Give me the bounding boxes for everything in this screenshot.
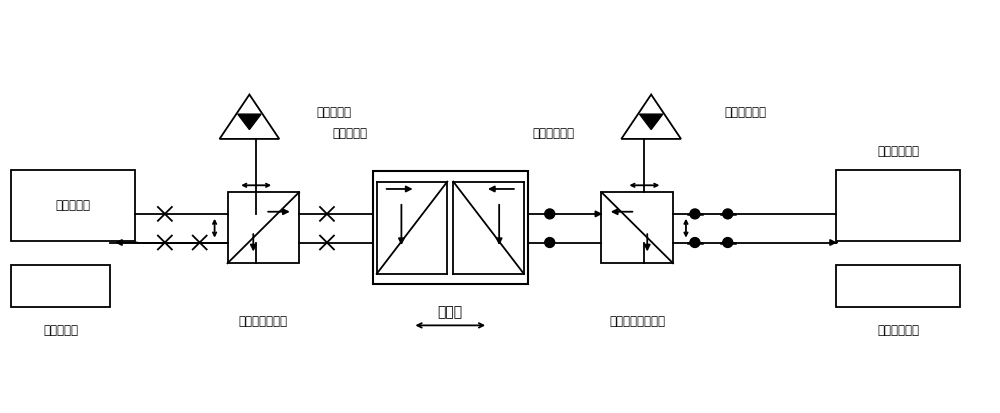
Bar — [601, 192, 673, 263]
Text: 被校准参考镜: 被校准参考镜 — [725, 106, 767, 119]
Circle shape — [690, 237, 700, 247]
Bar — [11, 265, 110, 306]
Text: 被校准测量镜: 被校准测量镜 — [533, 128, 575, 140]
Polygon shape — [640, 114, 663, 130]
Circle shape — [723, 209, 733, 219]
Text: 被校准偏振分光镜: 被校准偏振分光镜 — [609, 315, 665, 328]
Circle shape — [545, 237, 555, 247]
Bar — [373, 171, 528, 284]
Text: 运动台: 运动台 — [438, 306, 463, 320]
Text: 被校准激光器: 被校准激光器 — [877, 145, 919, 158]
Text: 标准测量镜: 标准测量镜 — [333, 128, 368, 140]
Text: 标准偏振分光镜: 标准偏振分光镜 — [239, 315, 288, 328]
Circle shape — [723, 237, 733, 247]
Text: 标准接收器: 标准接收器 — [43, 324, 78, 337]
Text: 标准参考镜: 标准参考镜 — [316, 106, 351, 119]
Text: 被校准接收器: 被校准接收器 — [877, 324, 919, 337]
Text: 标准激光器: 标准激光器 — [55, 199, 90, 211]
Circle shape — [545, 209, 555, 219]
Bar — [836, 265, 960, 306]
Polygon shape — [238, 114, 261, 130]
Bar — [228, 192, 299, 263]
Circle shape — [690, 209, 700, 219]
Bar — [11, 169, 135, 240]
Bar — [836, 169, 960, 240]
